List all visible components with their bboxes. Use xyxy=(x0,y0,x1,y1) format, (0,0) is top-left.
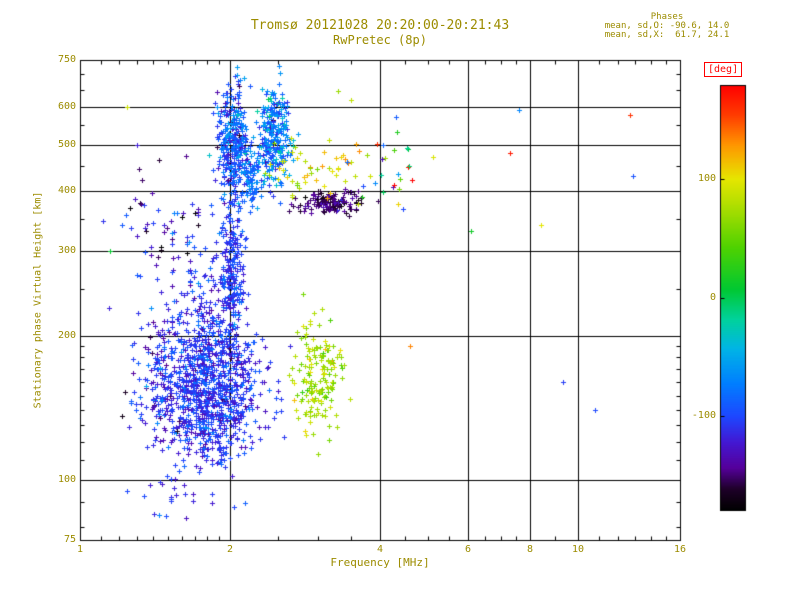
x-tick-label: 4 xyxy=(376,544,384,555)
colorbar-tick-label: 100 xyxy=(697,173,716,184)
x-tick-label: 8 xyxy=(526,544,534,555)
x-axis-title: Frequency [MHz] xyxy=(330,556,430,569)
x-tick-label: 2 xyxy=(226,544,234,555)
phase-stats-mean-o: mean, sd,O: -90.6, 14.0 xyxy=(604,21,730,31)
x-tick-label: 10 xyxy=(571,544,585,555)
y-tick-label: 200 xyxy=(57,330,76,341)
x-tick-label: 6 xyxy=(464,544,472,555)
plot-title: Tromsø 20121028 20:20:00-20:21:43 xyxy=(250,18,510,33)
x-tick-label: 1 xyxy=(76,544,84,555)
y-tick-label: 750 xyxy=(57,54,76,65)
x-tick-label: 16 xyxy=(673,544,687,555)
y-tick-label: 400 xyxy=(57,185,76,196)
phase-stats: Phases mean, sd,O: -90.6, 14.0 mean, sd,… xyxy=(592,13,742,40)
colorbar-tick-label: -100 xyxy=(691,410,716,421)
y-tick-label: 100 xyxy=(57,474,76,485)
plot-subtitle: RwPretec (8p) xyxy=(333,33,427,47)
phase-stats-header: Phases xyxy=(650,12,684,22)
y-tick-label: 300 xyxy=(57,245,76,256)
y-tick-label: 600 xyxy=(57,101,76,112)
y-axis-title: Stationary phase Virtual Height [km] xyxy=(32,191,44,409)
colorbar-tick-label: 0 xyxy=(709,292,716,303)
colorbar-unit-label: [deg] xyxy=(704,62,743,77)
phase-stats-mean-x: mean, sd,X: 61.7, 24.1 xyxy=(604,30,730,40)
y-tick-label: 500 xyxy=(57,139,76,150)
y-tick-label: 75 xyxy=(63,534,76,545)
